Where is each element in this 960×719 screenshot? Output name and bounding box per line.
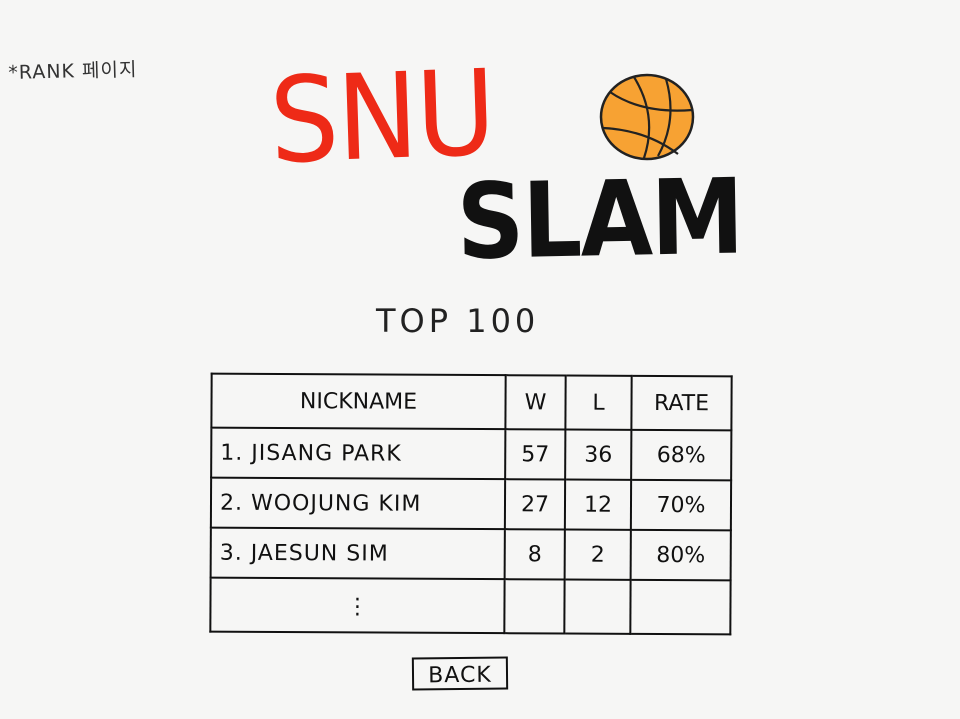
player-nickname: 2. WOOJUNG KIM bbox=[210, 477, 506, 530]
column-header-nickname: NICKNAME bbox=[211, 373, 506, 430]
more-rows-indicator: ⋮ bbox=[210, 577, 505, 634]
player-losses: 36 bbox=[565, 429, 632, 480]
empty-cell bbox=[564, 579, 631, 634]
page-label: *RANK 페이지 bbox=[8, 58, 138, 84]
back-button[interactable]: BACK bbox=[411, 656, 509, 691]
basketball-icon bbox=[599, 73, 695, 161]
table-row: 3. JAESUN SIM 8 2 80% bbox=[210, 527, 731, 581]
column-header-rate: RATE bbox=[631, 375, 732, 431]
player-rate: 80% bbox=[630, 529, 731, 581]
player-nickname: 1. JISANG PARK bbox=[211, 427, 506, 480]
page-subtitle: TOP 100 bbox=[376, 302, 540, 340]
player-wins: 57 bbox=[505, 429, 566, 480]
empty-cell bbox=[504, 579, 565, 634]
column-header-wins: W bbox=[505, 375, 566, 430]
empty-cell bbox=[630, 579, 731, 635]
ranking-table: NICKNAME W L RATE 1. JISANG PARK 57 36 6… bbox=[209, 372, 733, 636]
table-row: 1. JISANG PARK 57 36 68% bbox=[211, 427, 732, 481]
table-row-continuation: ⋮ bbox=[210, 577, 731, 635]
table-row: 2. WOOJUNG KIM 27 12 70% bbox=[210, 477, 732, 531]
logo-slam-text: SLAM bbox=[455, 155, 744, 283]
player-wins: 27 bbox=[504, 479, 566, 530]
player-losses: 12 bbox=[564, 479, 632, 530]
player-losses: 2 bbox=[564, 529, 631, 580]
player-nickname: 3. JAESUN SIM bbox=[210, 527, 505, 580]
player-wins: 8 bbox=[504, 529, 565, 580]
player-rate: 68% bbox=[631, 429, 732, 481]
player-rate: 70% bbox=[630, 479, 732, 531]
column-header-losses: L bbox=[565, 375, 632, 430]
table-header-row: NICKNAME W L RATE bbox=[211, 373, 732, 431]
